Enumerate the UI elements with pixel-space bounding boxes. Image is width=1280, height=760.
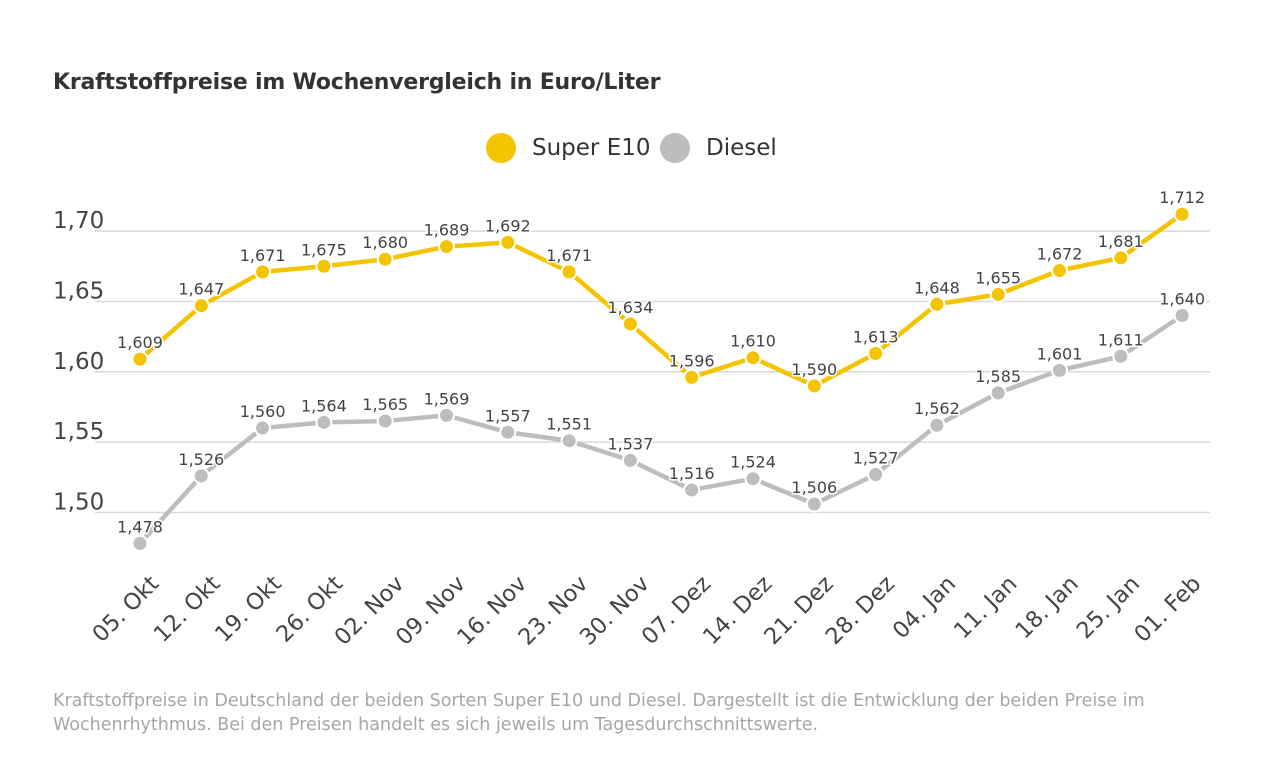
data-label-super-e10: 1,692: [485, 216, 531, 235]
x-tick-label: 05. Okt: [88, 571, 165, 648]
data-label-diesel: 1,562: [914, 399, 960, 418]
data-label-diesel: 1,506: [791, 478, 837, 497]
y-tick-label: 1,70: [53, 208, 104, 234]
data-point-super-e10: [1112, 249, 1130, 267]
x-tick-label: 28. Dez: [821, 571, 900, 650]
data-point-super-e10: [131, 350, 149, 368]
data-point-diesel: [805, 495, 823, 513]
data-label-super-e10: 1,655: [975, 268, 1021, 287]
data-point-super-e10: [621, 315, 639, 333]
legend-label-diesel: Diesel: [706, 135, 777, 161]
data-point-super-e10: [1173, 205, 1191, 223]
chart-legend: Super E10 Diesel: [0, 133, 1280, 169]
data-label-diesel: 1,537: [607, 434, 653, 453]
data-label-super-e10: 1,680: [362, 233, 408, 252]
data-point-super-e10: [989, 285, 1007, 303]
data-label-super-e10: 1,712: [1159, 188, 1205, 207]
y-tick-label: 1,50: [53, 489, 104, 515]
data-point-diesel: [683, 481, 701, 499]
data-point-diesel: [989, 384, 1007, 402]
data-point-super-e10: [499, 233, 517, 251]
legend-label-super-e10: Super E10: [532, 135, 651, 161]
data-label-diesel: 1,640: [1159, 290, 1205, 309]
legend-swatch-diesel: [660, 133, 690, 163]
data-point-diesel: [131, 534, 149, 552]
data-label-super-e10: 1,675: [301, 240, 347, 259]
y-tick-label: 1,65: [53, 278, 104, 304]
data-label-diesel: 1,526: [178, 450, 224, 469]
data-label-diesel: 1,527: [853, 448, 899, 467]
data-label-super-e10: 1,613: [853, 327, 899, 346]
data-label-super-e10: 1,648: [914, 278, 960, 297]
data-point-diesel: [438, 406, 455, 424]
data-label-super-e10: 1,590: [791, 360, 837, 379]
series-line-super-e10: [137, 211, 1185, 389]
data-label-diesel: 1,524: [730, 453, 776, 472]
x-tick-label: 19. Okt: [210, 571, 287, 648]
y-tick-label: 1,55: [53, 419, 104, 445]
data-point-super-e10: [560, 263, 578, 281]
data-point-diesel: [744, 470, 762, 488]
data-label-super-e10: 1,634: [607, 298, 653, 317]
data-label-super-e10: 1,681: [1098, 232, 1144, 251]
x-tick-label: 12. Okt: [149, 571, 226, 648]
x-tick-label: 01. Feb: [1129, 571, 1206, 648]
data-point-diesel: [621, 451, 639, 469]
data-label-diesel: 1,557: [485, 406, 531, 425]
legend-item-diesel: Diesel: [660, 133, 777, 163]
series-line-diesel: [137, 313, 1185, 546]
y-tick-label: 1,60: [53, 349, 104, 375]
data-point-super-e10: [1051, 261, 1068, 279]
data-point-super-e10: [867, 344, 885, 362]
data-point-super-e10: [438, 238, 455, 256]
data-label-super-e10: 1,671: [546, 246, 592, 265]
data-label-diesel: 1,560: [240, 402, 286, 421]
data-label-super-e10: 1,647: [178, 280, 224, 299]
data-label-diesel: 1,564: [301, 396, 347, 415]
data-label-super-e10: 1,671: [240, 246, 286, 265]
data-point-super-e10: [805, 377, 823, 395]
data-label-diesel: 1,516: [669, 464, 715, 483]
data-point-super-e10: [683, 368, 701, 386]
data-label-diesel: 1,585: [975, 367, 1021, 386]
legend-item-super-e10: Super E10: [486, 133, 651, 163]
data-label-super-e10: 1,609: [117, 333, 163, 352]
data-point-super-e10: [254, 263, 272, 281]
data-label-diesel: 1,601: [1037, 344, 1083, 363]
data-label-super-e10: 1,672: [1037, 244, 1083, 263]
data-point-diesel: [1173, 307, 1191, 325]
x-tick-label: 18. Jan: [1010, 571, 1083, 644]
data-point-super-e10: [928, 295, 946, 313]
x-tick-label: 11. Jan: [949, 571, 1022, 644]
data-label-diesel: 1,611: [1098, 330, 1144, 349]
data-point-diesel: [1112, 347, 1130, 365]
data-point-super-e10: [744, 349, 762, 367]
x-tick-label: 04. Jan: [888, 571, 961, 644]
data-point-super-e10: [192, 297, 210, 315]
data-point-super-e10: [376, 250, 394, 268]
data-point-diesel: [254, 419, 272, 437]
data-point-diesel: [560, 432, 578, 450]
data-point-diesel: [928, 416, 946, 434]
data-point-diesel: [499, 423, 517, 441]
chart-title: Kraftstoffpreise im Wochenvergleich in E…: [53, 70, 661, 95]
chart-footnote: Kraftstoffpreise in Deutschland der beid…: [53, 691, 1145, 735]
data-label-super-e10: 1,596: [669, 351, 715, 370]
data-point-super-e10: [315, 257, 333, 275]
data-point-diesel: [192, 467, 210, 485]
data-label-diesel: 1,569: [424, 389, 470, 408]
data-label-diesel: 1,478: [117, 517, 163, 536]
data-label-diesel: 1,551: [546, 415, 592, 434]
legend-swatch-super-e10: [486, 133, 516, 163]
data-point-diesel: [315, 413, 333, 431]
data-point-diesel: [867, 465, 885, 483]
data-point-diesel: [1051, 361, 1068, 379]
data-label-super-e10: 1,610: [730, 332, 776, 351]
data-point-diesel: [376, 412, 394, 430]
data-label-super-e10: 1,689: [424, 221, 470, 240]
data-label-diesel: 1,565: [362, 395, 408, 414]
